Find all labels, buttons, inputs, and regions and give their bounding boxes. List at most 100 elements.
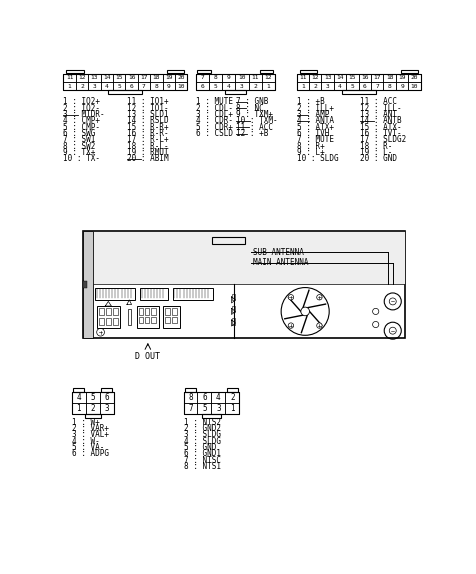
Bar: [139, 308, 143, 315]
Bar: [88, 82, 100, 91]
Text: 19 : L-: 19 : L-: [360, 148, 393, 157]
Bar: [309, 82, 321, 91]
Text: 5 : VA-: 5 : VA-: [72, 443, 104, 452]
Text: 3: 3: [216, 404, 221, 413]
Text: 4: 4: [77, 393, 81, 402]
Bar: [97, 306, 120, 328]
Text: 16: 16: [128, 75, 135, 80]
Text: 4 : CDR-: 4 : CDR-: [196, 117, 233, 126]
Text: 3 : CDL+: 3 : CDL+: [196, 110, 233, 119]
Bar: [196, 73, 209, 82]
Text: 3 : MTDR-: 3 : MTDR-: [63, 110, 105, 119]
Text: 15 : ATX-: 15 : ATX-: [360, 123, 402, 132]
Bar: [408, 82, 421, 91]
Bar: [93, 231, 405, 285]
Bar: [396, 82, 408, 91]
Text: 3: 3: [240, 84, 244, 89]
Text: 6: 6: [104, 393, 109, 402]
Text: 16 : IVI-: 16 : IVI-: [360, 129, 402, 138]
Bar: [99, 317, 104, 324]
Bar: [202, 414, 221, 418]
Text: 12: 12: [265, 75, 272, 80]
Text: SUB ANTENNA: SUB ANTENNA: [253, 247, 304, 257]
Text: 11 : ACC: 11 : ACC: [236, 123, 273, 132]
Bar: [163, 82, 175, 91]
Bar: [100, 73, 113, 82]
Bar: [321, 82, 334, 91]
Text: 6: 6: [129, 84, 133, 89]
Bar: [212, 236, 245, 245]
Text: 11: 11: [251, 75, 259, 80]
Text: 13 : SLD1: 13 : SLD1: [127, 110, 169, 119]
Bar: [260, 69, 273, 73]
Bar: [227, 389, 238, 392]
Bar: [297, 73, 309, 82]
Bar: [83, 281, 87, 288]
Text: 2 : VAR+: 2 : VAR+: [72, 424, 109, 433]
Bar: [145, 317, 149, 323]
Text: 9: 9: [167, 84, 171, 89]
Text: 12 : +B: 12 : +B: [236, 129, 268, 138]
Text: 10 : SLDG: 10 : SLDG: [297, 154, 338, 164]
Bar: [396, 73, 408, 82]
Text: 6 : ADPG: 6 : ADPG: [72, 449, 109, 459]
Text: 1 : +B: 1 : +B: [297, 98, 325, 107]
Text: 7: 7: [200, 75, 204, 80]
Text: 8 : NC: 8 : NC: [236, 104, 264, 113]
Bar: [113, 82, 125, 91]
Bar: [167, 69, 184, 73]
Bar: [86, 392, 100, 403]
Bar: [346, 73, 358, 82]
Text: 4: 4: [227, 84, 231, 89]
Text: 11 : IO1+: 11 : IO1+: [127, 98, 169, 107]
Bar: [150, 82, 163, 91]
Text: 20 : ABIM: 20 : ABIM: [127, 154, 169, 164]
Bar: [138, 82, 150, 91]
Text: 16 : R-R-: 16 : R-R-: [127, 129, 169, 138]
Bar: [236, 73, 248, 82]
Text: 12: 12: [78, 75, 86, 80]
Bar: [151, 317, 156, 323]
Text: MAIN ANTENNA: MAIN ANTENNA: [253, 258, 309, 267]
Bar: [83, 231, 93, 339]
Text: 2: 2: [230, 393, 235, 402]
Text: 2 : GND2: 2 : GND2: [184, 424, 220, 433]
Text: 2: 2: [253, 84, 257, 89]
Bar: [95, 288, 136, 300]
Text: 8 : NTS1: 8 : NTS1: [184, 462, 220, 471]
Circle shape: [317, 323, 322, 328]
Bar: [100, 82, 113, 91]
Bar: [163, 306, 179, 328]
Bar: [198, 392, 211, 403]
Text: 7 : SW1: 7 : SW1: [63, 135, 96, 145]
Bar: [76, 82, 88, 91]
Text: 3 : AMP: 3 : AMP: [297, 110, 329, 119]
Text: 5 : CMP-: 5 : CMP-: [63, 123, 100, 132]
Text: 5 : CDR+: 5 : CDR+: [196, 123, 233, 132]
Text: 14: 14: [103, 75, 110, 80]
Text: 3 : VAL+: 3 : VAL+: [72, 430, 109, 440]
Bar: [334, 82, 346, 91]
Text: 14: 14: [337, 75, 344, 80]
Bar: [173, 288, 213, 300]
Bar: [184, 392, 198, 403]
Text: 10: 10: [411, 84, 418, 89]
Text: 5: 5: [214, 84, 218, 89]
Text: 1 : IO2+: 1 : IO2+: [63, 98, 100, 107]
Text: 8 : SW2: 8 : SW2: [63, 142, 96, 151]
Bar: [72, 392, 114, 414]
Bar: [145, 308, 149, 315]
Bar: [83, 231, 405, 339]
Text: 10: 10: [238, 75, 246, 80]
Bar: [236, 82, 248, 91]
Text: 19: 19: [165, 75, 172, 80]
Text: 11 : ACC: 11 : ACC: [360, 98, 397, 107]
Text: 15: 15: [349, 75, 356, 80]
Bar: [222, 73, 236, 82]
Text: 4: 4: [105, 84, 109, 89]
Bar: [172, 308, 177, 315]
Bar: [138, 73, 150, 82]
Bar: [198, 403, 211, 414]
Bar: [165, 317, 170, 323]
Text: 1 : NTS2: 1 : NTS2: [184, 418, 220, 427]
